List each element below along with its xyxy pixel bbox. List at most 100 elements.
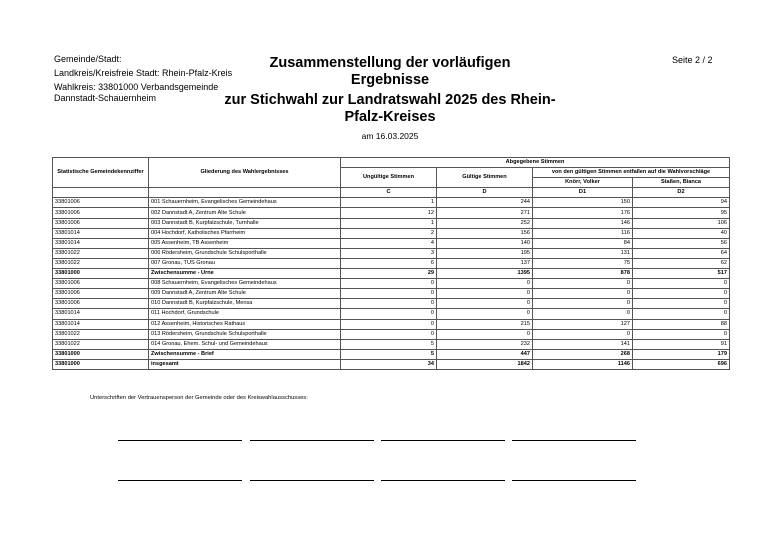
number-cell: 91 (632, 338, 730, 350)
text-cell: 004 Hochdorf, Katholisches Pfarrheim (148, 227, 341, 239)
label: Landkreis/Kreisfreie Stadt: Rhein-Pfalz-… (54, 68, 233, 78)
table-row: 33801014 004 Hochdorf, Katholisches Pfarr… (52, 227, 730, 239)
number-cell: 244 (436, 197, 533, 209)
text-cell: 33801022 (52, 328, 149, 340)
number-cell: 0 (632, 308, 730, 320)
table-row: 33801000 Zwischensumme - Urne 29 1395 878 517 (52, 268, 730, 280)
header-cell: Gültige Stimmen (436, 167, 533, 189)
text-cell: 014 Gronau, Ehem. Schul- und Gemeindehau… (148, 338, 341, 350)
number-cell: 6 (340, 257, 437, 270)
text-cell: 010 Dannstadt B, Kurpfalzschule, Mensa (148, 298, 341, 310)
header-row: C D D1 D2 (52, 187, 730, 199)
text-cell: insgesamt (148, 358, 341, 370)
number-cell: 94 (632, 197, 730, 209)
number-cell: 29 (340, 268, 437, 280)
number-cell: 271 (436, 207, 533, 219)
number-cell: 0 (632, 288, 730, 300)
header-cell: D1 (532, 187, 633, 199)
table-row: 33801000 insgesamt 34 1842 1146 696 (52, 358, 730, 370)
text-cell: Zwischensumme - Brief (148, 348, 341, 360)
table-row: 33801006 008 Schauernheim, Evangelisches … (52, 278, 730, 290)
header-left: Gemeinde/Stadt: Landkreis/Kreisfreie Sta… (54, 54, 234, 104)
number-cell: 116 (532, 227, 633, 239)
number-cell: 0 (340, 298, 437, 310)
text-cell: 33801006 (52, 298, 149, 310)
text-cell: 33801000 (52, 348, 149, 360)
number-cell: 5 (340, 338, 437, 350)
number-cell: 56 (632, 237, 730, 249)
title: zur Stichwahl zur Landratswahl 2025 des … (224, 92, 556, 125)
signature-line (118, 480, 242, 481)
text-cell: 33801000 (52, 268, 149, 280)
text-cell: 009 Dannstadt A, Zentrum Alte Schule (148, 288, 341, 300)
label: Gemeinde/Stadt: (54, 54, 122, 64)
number-cell: 0 (532, 328, 633, 340)
number-cell: 64 (632, 247, 730, 259)
text-cell: 33801014 (52, 308, 149, 320)
number-cell: 0 (436, 298, 533, 310)
number-cell: 179 (632, 348, 730, 360)
signature-line (381, 440, 505, 441)
header-cell: Knörr, Volker (532, 177, 633, 189)
header-cell: Ungültige Stimmen (340, 167, 437, 189)
text-cell: 33801006 (52, 217, 149, 229)
text-cell: 013 Rödersheim, Grundschule Schulsportha… (148, 328, 341, 340)
number-cell: 517 (632, 268, 730, 280)
header-cell (148, 187, 341, 199)
table-row: 33801014 011 Hochdorf, Grundschule 0 0 0 0 (52, 308, 730, 320)
text-cell: 001 Schauernheim, Evangelisches Gemeinde… (148, 197, 341, 209)
text-cell: 33801014 (52, 227, 149, 239)
signature-line (512, 440, 636, 441)
number-cell: 252 (436, 217, 533, 229)
text-cell: 007 Gronau, TUS Gronau (148, 257, 341, 270)
text-cell: 33801006 (52, 288, 149, 300)
number-cell: 0 (340, 278, 437, 290)
table-row: 33801014 012 Assenheim, Historisches Rath… (52, 318, 730, 330)
number-cell: 127 (532, 318, 633, 330)
header-cell: Staßen, Bianca (632, 177, 730, 189)
number-cell: 0 (436, 328, 533, 340)
date: am 16.03.2025 (361, 131, 419, 141)
header-cell: C (340, 187, 437, 199)
number-cell: 0 (532, 278, 633, 290)
header-cell: von den gültigen Stimmen entfallen auf d… (532, 167, 730, 179)
table-row: 33801022 013 Rödersheim, Grundschule Schu… (52, 328, 730, 340)
number-cell: 1395 (436, 268, 533, 280)
text-cell: 33801014 (52, 318, 149, 330)
number-cell: 1 (340, 197, 437, 209)
number-cell: 75 (532, 257, 633, 270)
table-row: 33801000 Zwischensumme - Brief 5 447 268 179 (52, 348, 730, 360)
table-row: 33801006 009 Dannstadt A, Zentrum Alte Sc… (52, 288, 730, 300)
signature-note: Unterschriften der Vertrauensperson der … (90, 395, 308, 401)
number-cell: 137 (436, 257, 533, 270)
table-row: 33801022 006 Rödersheim, Grundschule Schu… (52, 247, 730, 259)
number-cell: 2 (340, 227, 437, 239)
results-table: Statistische Gemeindekennziffer Gliederu… (52, 156, 730, 370)
number-cell: 40 (632, 227, 730, 239)
number-cell: 0 (532, 288, 633, 300)
text-cell: 33801000 (52, 358, 149, 370)
number-cell: 150 (532, 197, 633, 209)
number-cell: 0 (632, 298, 730, 310)
number-cell: 195 (436, 247, 533, 259)
number-cell: 1842 (436, 358, 533, 370)
text-cell: 011 Hochdorf, Grundschule (148, 308, 341, 320)
number-cell: 232 (436, 338, 533, 350)
table-body: 33801006 001 Schauernheim, Evangelisches … (52, 197, 730, 370)
number-cell: 106 (632, 217, 730, 229)
header-cell: Abgegebene Stimmen (340, 156, 730, 169)
number-cell: 878 (532, 268, 633, 280)
number-cell: 0 (632, 328, 730, 340)
number-cell: 0 (532, 298, 633, 310)
text-cell: 33801022 (52, 257, 149, 270)
text-cell: 33801022 (52, 247, 149, 259)
number-cell: 131 (532, 247, 633, 259)
number-cell: 34 (340, 358, 437, 370)
number-cell: 0 (340, 318, 437, 330)
number-cell: 4 (340, 237, 437, 249)
header-cell (52, 187, 149, 199)
text-cell: 33801022 (52, 338, 149, 350)
number-cell: 5 (340, 348, 437, 360)
